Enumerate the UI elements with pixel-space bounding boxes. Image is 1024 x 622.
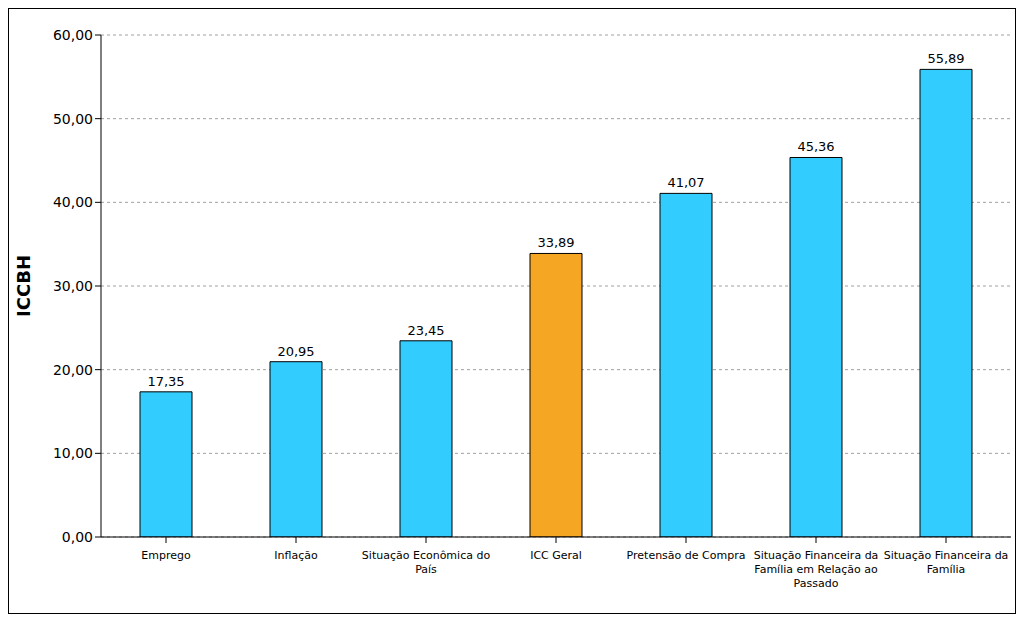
svg-text:ICCBH: ICCBH [13, 255, 34, 317]
svg-text:50,00: 50,00 [53, 111, 93, 127]
svg-text:33,89: 33,89 [537, 235, 574, 250]
svg-text:20,00: 20,00 [53, 362, 93, 378]
svg-text:41,07: 41,07 [667, 175, 704, 190]
svg-text:30,00: 30,00 [53, 278, 93, 294]
svg-text:Família em Relação ao: Família em Relação ao [754, 563, 878, 576]
svg-text:20,95: 20,95 [277, 344, 314, 359]
svg-text:60,00: 60,00 [53, 27, 93, 43]
svg-text:País: País [415, 563, 437, 576]
svg-text:40,00: 40,00 [53, 194, 93, 210]
svg-text:10,00: 10,00 [53, 445, 93, 461]
svg-text:Pretensão de Compra: Pretensão de Compra [627, 549, 746, 562]
svg-text:55,89: 55,89 [927, 51, 964, 66]
svg-text:Passado: Passado [794, 577, 839, 590]
svg-text:17,35: 17,35 [147, 374, 184, 389]
svg-text:Emprego: Emprego [141, 549, 191, 562]
svg-text:0,00: 0,00 [62, 529, 93, 545]
svg-text:ICC Geral: ICC Geral [530, 549, 582, 562]
svg-text:45,36: 45,36 [797, 139, 834, 154]
svg-text:Situação Econômica do: Situação Econômica do [362, 549, 491, 562]
svg-text:23,45: 23,45 [407, 323, 444, 338]
svg-text:Situação Financeira da: Situação Financeira da [884, 549, 1009, 562]
svg-text:Inflação: Inflação [274, 549, 318, 562]
svg-text:Família: Família [927, 563, 966, 576]
svg-text:Situação Financeira da: Situação Financeira da [754, 549, 879, 562]
